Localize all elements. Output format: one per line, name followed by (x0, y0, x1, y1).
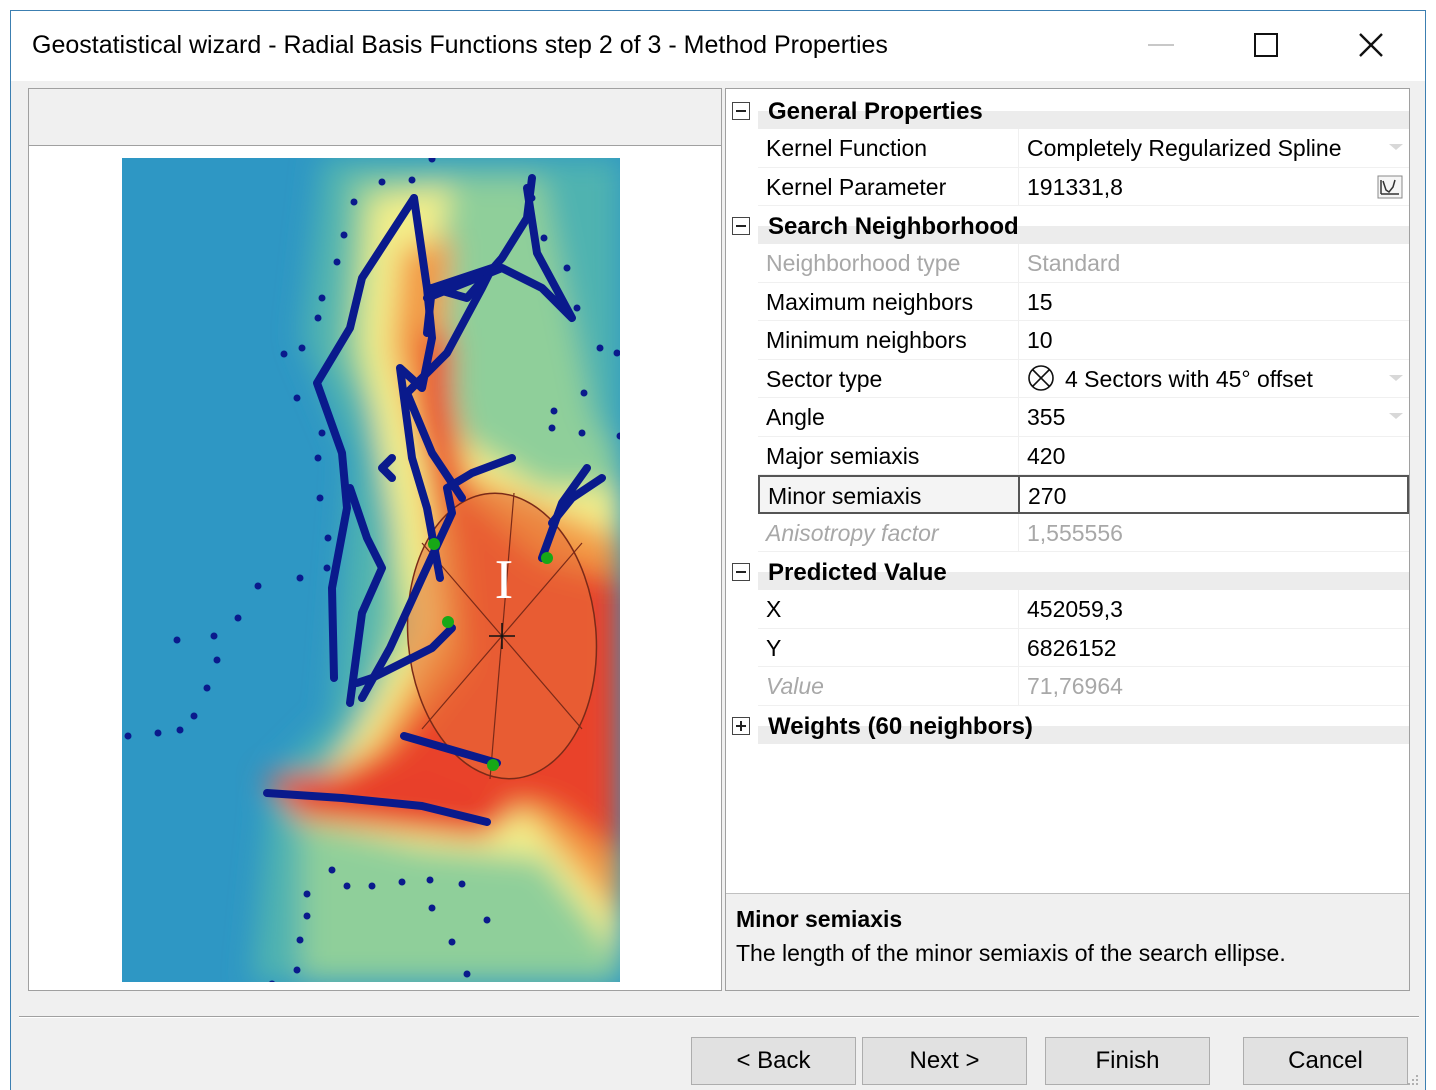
category-search-neighborhood[interactable]: Search Neighborhood (726, 206, 1409, 244)
minor-semiaxis-field[interactable]: 270 (1019, 475, 1409, 514)
wizard-window: Geostatistical wizard - Radial Basis Fun… (10, 10, 1426, 1090)
description-text: The length of the minor semiaxis of the … (736, 940, 1286, 966)
maximum-neighbors-field[interactable]: 15 (1019, 283, 1409, 321)
maximize-icon (1254, 33, 1278, 57)
data-points (124, 155, 624, 988)
property-name: Neighborhood type (758, 244, 1019, 283)
prediction-location-crosshair (489, 623, 515, 649)
property-name: Sector type (758, 359, 1019, 398)
property-row-sector-type[interactable]: Sector type 4 Sectors with 45° offset (758, 359, 1409, 398)
dropdown-arrow-icon[interactable] (1389, 413, 1403, 419)
property-value: Standard (1019, 244, 1409, 283)
back-button[interactable]: < Back (691, 1037, 856, 1085)
prediction-surface[interactable]: I (122, 155, 624, 988)
property-name: X (758, 590, 1019, 629)
description-title: Minor semiaxis (736, 906, 903, 932)
neighbor-points (428, 538, 553, 771)
property-row-kernel-function[interactable]: Kernel Function Completely Regularized S… (758, 129, 1409, 168)
property-grid-panel: General Properties Kernel Function Compl… (725, 88, 1410, 991)
angle-field[interactable]: 355 (1019, 398, 1409, 437)
optimize-graph-icon[interactable] (1377, 175, 1403, 199)
category-weights[interactable]: Weights (60 neighbors) (726, 706, 1409, 744)
collapse-icon[interactable] (732, 217, 750, 235)
property-row-value: Value 71,76964 (758, 667, 1409, 706)
property-name: Y (758, 628, 1019, 667)
dropdown-arrow-icon[interactable] (1389, 144, 1403, 150)
property-row-y[interactable]: Y 6826152 (758, 628, 1409, 667)
property-row-minimum-neighbors[interactable]: Minimum neighbors 10 (758, 321, 1409, 360)
sector-four-offset-icon (1028, 365, 1054, 392)
collapse-icon[interactable] (732, 102, 750, 120)
property-name: Major semiaxis (758, 436, 1019, 475)
category-predicted-value[interactable]: Predicted Value (726, 552, 1409, 590)
minimum-neighbors-field[interactable]: 10 (1019, 321, 1409, 360)
sector-type-dropdown[interactable]: 4 Sectors with 45° offset (1019, 360, 1409, 398)
property-value: 355 (1027, 404, 1066, 430)
major-semiaxis-field[interactable]: 420 (1019, 437, 1409, 475)
property-row-angle[interactable]: Angle 355 (758, 398, 1409, 437)
x-coordinate-field[interactable]: 452059,3 (1019, 590, 1409, 629)
category-label: General Properties (768, 98, 983, 125)
finish-button[interactable]: Finish (1045, 1037, 1210, 1085)
property-row-x[interactable]: X 452059,3 (758, 590, 1409, 629)
minimize-icon (1148, 44, 1174, 46)
property-name: Angle (758, 398, 1019, 437)
property-value: 71,76964 (1019, 667, 1409, 706)
map-toolbar (29, 89, 721, 146)
resize-grip-icon[interactable] (1407, 1074, 1419, 1086)
dropdown-arrow-icon[interactable] (1389, 374, 1403, 381)
category-general-properties[interactable]: General Properties (726, 91, 1409, 129)
y-coordinate-field[interactable]: 6826152 (1019, 629, 1409, 667)
property-value: 1,555556 (1019, 514, 1409, 552)
minimize-button[interactable] (1121, 19, 1201, 71)
title-bar: Geostatistical wizard - Radial Basis Fun… (11, 11, 1425, 81)
property-row-anisotropy-factor: Anisotropy factor 1,555556 (758, 513, 1409, 552)
close-icon (1359, 33, 1383, 57)
category-label: Search Neighborhood (768, 213, 1019, 240)
property-value: 191331,8 (1027, 173, 1123, 200)
property-row-maximum-neighbors[interactable]: Maximum neighbors 15 (758, 282, 1409, 321)
window-title: Geostatistical wizard - Radial Basis Fun… (32, 31, 888, 59)
property-row-kernel-parameter[interactable]: Kernel Parameter 191331,8 (758, 167, 1409, 206)
property-description-pane: Minor semiaxis The length of the minor s… (726, 893, 1409, 990)
property-name: Value (758, 667, 1019, 706)
property-row-major-semiaxis[interactable]: Major semiaxis 420 (758, 436, 1409, 475)
property-name: Kernel Parameter (758, 167, 1019, 206)
property-value: Completely Regularized Spline (1027, 135, 1342, 161)
property-value: 4 Sectors with 45° offset (1065, 365, 1313, 392)
property-name: Minimum neighbors (758, 321, 1019, 360)
cancel-button[interactable]: Cancel (1243, 1037, 1408, 1085)
category-label: Predicted Value (768, 559, 947, 586)
data-point-lines (263, 174, 606, 826)
footer-separator (19, 1016, 1419, 1018)
property-name: Minor semiaxis (758, 475, 1019, 514)
property-row-neighborhood-type[interactable]: Neighborhood type Standard (758, 244, 1409, 283)
category-label: Weights (60 neighbors) (768, 713, 1033, 740)
kernel-function-dropdown[interactable]: Completely Regularized Spline (1019, 129, 1409, 168)
collapse-icon[interactable] (732, 563, 750, 581)
property-name: Kernel Function (758, 129, 1019, 168)
property-name: Maximum neighbors (758, 282, 1019, 321)
expand-icon[interactable] (732, 717, 750, 735)
property-name: Anisotropy factor (758, 513, 1019, 552)
text-cursor-icon: I (495, 549, 514, 611)
maximize-button[interactable] (1226, 19, 1306, 71)
prediction-map[interactable]: I (122, 155, 624, 988)
map-preview-panel: I (28, 88, 722, 991)
close-button[interactable] (1331, 19, 1411, 71)
kernel-parameter-field[interactable]: 191331,8 (1019, 168, 1409, 206)
next-button[interactable]: Next > (862, 1037, 1027, 1085)
property-row-minor-semiaxis[interactable]: Minor semiaxis 270 (758, 475, 1409, 514)
